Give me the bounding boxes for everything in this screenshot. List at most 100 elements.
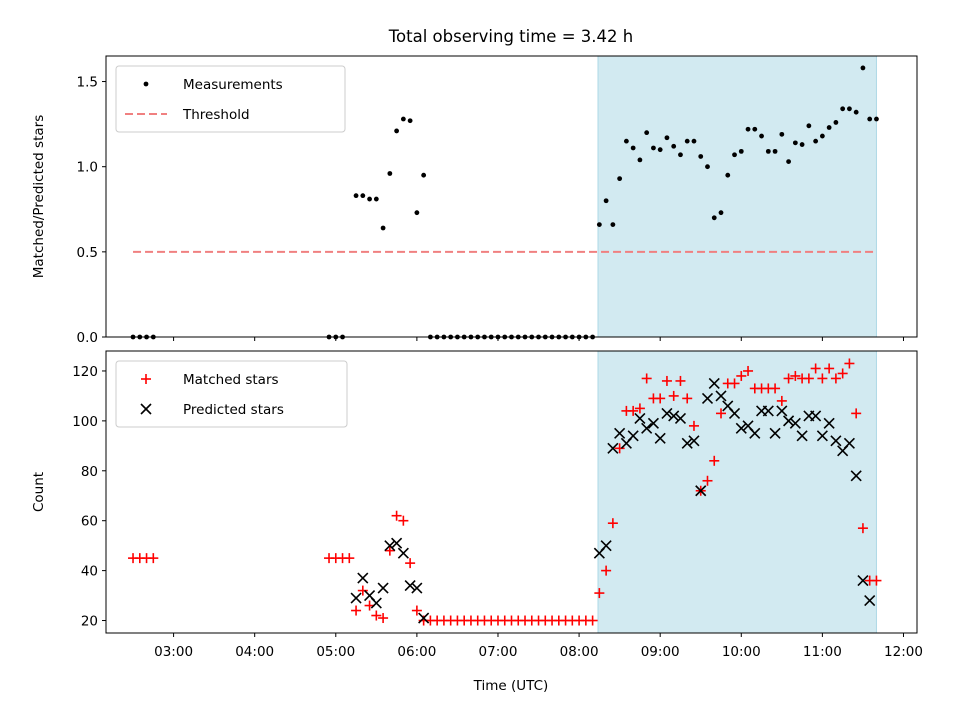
data-point bbox=[351, 605, 362, 616]
measurements-series bbox=[130, 65, 879, 340]
data-point bbox=[725, 172, 731, 178]
data-point bbox=[736, 370, 747, 381]
data-point bbox=[661, 375, 672, 386]
data-point bbox=[738, 148, 744, 154]
data-point bbox=[387, 171, 393, 176]
data-point bbox=[378, 613, 389, 624]
data-point bbox=[819, 133, 825, 139]
y-tick-label: 1.5 bbox=[77, 75, 98, 91]
data-point bbox=[783, 415, 795, 427]
data-point bbox=[610, 222, 616, 228]
legend-box bbox=[115, 65, 346, 133]
bottom-y-ticks: 20 40 60 80 100 120 bbox=[72, 364, 106, 630]
observing-span-top bbox=[597, 55, 877, 338]
y-tick-label: 20 bbox=[81, 614, 98, 630]
matched-stars-series bbox=[128, 358, 882, 626]
data-point bbox=[594, 588, 605, 599]
data-point bbox=[148, 553, 159, 564]
data-point bbox=[675, 375, 686, 386]
data-point bbox=[671, 143, 677, 149]
data-point bbox=[830, 435, 842, 447]
data-point bbox=[803, 373, 814, 384]
data-point bbox=[705, 164, 710, 170]
legend-label: Predicted stars bbox=[183, 402, 284, 418]
data-point bbox=[826, 125, 832, 130]
data-point bbox=[391, 537, 403, 549]
data-point bbox=[716, 408, 727, 419]
x-tick-label: 11:00 bbox=[803, 644, 842, 660]
data-point bbox=[405, 558, 416, 569]
data-point bbox=[414, 210, 420, 216]
data-point bbox=[411, 605, 422, 616]
data-point bbox=[817, 373, 828, 384]
data-point bbox=[421, 172, 427, 178]
data-point bbox=[391, 510, 402, 521]
data-point bbox=[353, 193, 359, 199]
x-tick-label: 07:00 bbox=[479, 644, 518, 660]
data-point bbox=[772, 148, 778, 154]
data-point bbox=[698, 154, 704, 159]
chart-title: Total observing time = 3.42 h bbox=[388, 27, 633, 46]
data-point bbox=[377, 582, 389, 594]
data-point bbox=[350, 592, 362, 604]
data-point bbox=[810, 410, 822, 422]
predicted-stars-series bbox=[350, 377, 876, 624]
data-point bbox=[627, 430, 639, 442]
data-point bbox=[637, 157, 643, 163]
data-point bbox=[641, 422, 653, 434]
data-point bbox=[614, 443, 625, 454]
data-point bbox=[384, 540, 396, 552]
data-point bbox=[776, 395, 787, 406]
data-point bbox=[792, 140, 798, 146]
data-point bbox=[688, 420, 699, 431]
data-point bbox=[140, 403, 152, 415]
data-point bbox=[357, 585, 368, 596]
top-panel: 0.0 0.5 1.0 1.5 Matched/Predicted stars Mea… bbox=[31, 55, 918, 346]
data-point bbox=[844, 358, 855, 369]
y-tick-label: 0.5 bbox=[77, 245, 98, 261]
data-point bbox=[400, 116, 406, 122]
data-point bbox=[857, 523, 868, 534]
x-tick-label: 08:00 bbox=[560, 644, 599, 660]
legend-label: Measurements bbox=[183, 77, 283, 93]
data-point bbox=[587, 615, 598, 626]
data-point bbox=[786, 159, 791, 164]
data-point bbox=[344, 553, 355, 564]
data-point bbox=[851, 408, 862, 419]
data-point bbox=[799, 142, 805, 147]
data-point bbox=[661, 407, 673, 419]
data-point bbox=[776, 405, 788, 417]
data-point bbox=[411, 582, 423, 594]
data-point bbox=[641, 373, 652, 384]
x-tick-label: 12:00 bbox=[884, 644, 923, 660]
data-point bbox=[601, 565, 612, 576]
data-point bbox=[796, 430, 808, 442]
data-point bbox=[810, 363, 821, 374]
data-point bbox=[718, 210, 724, 216]
data-point bbox=[596, 222, 602, 228]
data-point bbox=[752, 126, 758, 132]
data-point bbox=[857, 575, 869, 587]
data-point bbox=[655, 393, 666, 404]
y-tick-label: 0.0 bbox=[77, 330, 98, 346]
data-point bbox=[684, 138, 690, 144]
data-point bbox=[702, 475, 713, 486]
top-legend: Measurements Threshold bbox=[115, 65, 346, 133]
data-point bbox=[380, 225, 386, 231]
data-point bbox=[384, 545, 395, 556]
data-point bbox=[614, 427, 626, 439]
data-point bbox=[853, 109, 859, 115]
data-point bbox=[688, 435, 700, 447]
data-point bbox=[864, 594, 876, 607]
data-point bbox=[732, 152, 737, 158]
data-point bbox=[762, 405, 774, 417]
data-point bbox=[769, 427, 781, 439]
data-point bbox=[664, 135, 670, 141]
data-point bbox=[630, 145, 636, 151]
x-tick-label: 05:00 bbox=[316, 644, 355, 660]
data-point bbox=[789, 417, 801, 429]
data-point bbox=[651, 145, 656, 151]
data-point bbox=[141, 374, 151, 384]
data-point bbox=[394, 128, 400, 134]
